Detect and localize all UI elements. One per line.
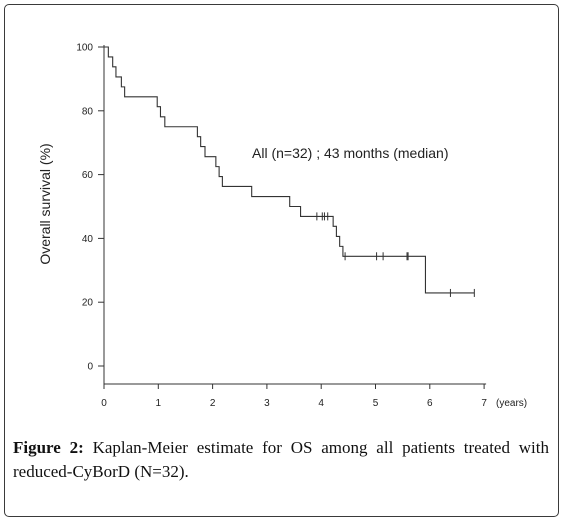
- median-annotation: All (n=32) ; 43 months (median): [252, 145, 448, 161]
- km-chart: 0 20 40 60 80 100 0 1 2 3 4 5 6 7 Overall survival (%…: [37, 43, 527, 410]
- y-tick-label-80: 80: [82, 106, 94, 117]
- survival-curve: [104, 46, 475, 294]
- x-tick-label-3: 3: [264, 398, 270, 409]
- figure-caption: Figure 2: Kaplan-Meier estimate for OS a…: [13, 436, 549, 484]
- x-axis-label: (years): [496, 398, 527, 409]
- y-tick-label-40: 40: [82, 234, 94, 245]
- x-tick-label-7: 7: [481, 398, 487, 409]
- x-tick-label-2: 2: [210, 398, 216, 409]
- y-tick-label-20: 20: [82, 298, 94, 309]
- axes: [98, 45, 487, 389]
- y-tick-label-100: 100: [76, 43, 93, 54]
- x-tick-label-4: 4: [318, 398, 324, 409]
- caption-text: Kaplan-Meier estimate for OS among all p…: [13, 438, 549, 481]
- x-tick-label-5: 5: [373, 398, 379, 409]
- caption-label: Figure 2:: [13, 438, 84, 457]
- x-tick-label-1: 1: [156, 398, 162, 409]
- censor-marks: [316, 212, 475, 297]
- x-tick-label-6: 6: [427, 398, 433, 409]
- x-tick-label-0: 0: [101, 398, 107, 409]
- y-axis-label: Overall survival (%): [37, 143, 53, 264]
- figure-frame: [4, 4, 559, 517]
- tick-labels: 0 20 40 60 80 100 0 1 2 3 4 5 6 7: [76, 43, 487, 410]
- y-tick-label-0: 0: [87, 362, 93, 373]
- y-tick-label-60: 60: [82, 170, 94, 181]
